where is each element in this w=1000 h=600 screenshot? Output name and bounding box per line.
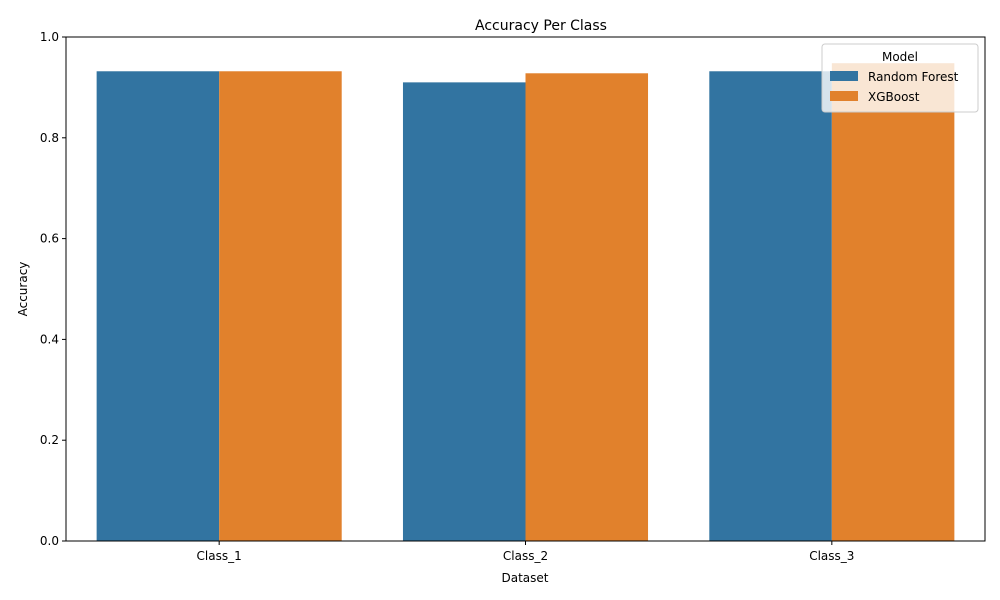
bar-xgboost-class-1	[219, 71, 342, 541]
bar-random-forest-class-1	[96, 71, 220, 541]
y-axis: 0.0 0.2 0.4 0.6 0.8 1.0	[40, 30, 66, 548]
y-tick-label: 1.0	[40, 30, 59, 44]
bar-random-forest-class-2	[402, 82, 526, 542]
bar-xgboost-class-3	[831, 63, 955, 541]
y-tick-label: 0.8	[40, 131, 59, 145]
y-axis-label: Accuracy	[16, 262, 30, 317]
y-tick-label: 0.4	[40, 332, 59, 346]
bar-random-forest-class-3	[709, 71, 832, 541]
x-tick-label: Class_3	[809, 549, 854, 563]
legend: Model Random Forest XGBoost	[821, 43, 979, 113]
x-axis-label: Dataset	[502, 571, 549, 585]
legend-swatch	[830, 91, 858, 101]
legend-box	[821, 43, 979, 113]
x-tick-label: Class_2	[503, 549, 548, 563]
legend-title: Model	[882, 50, 918, 64]
y-tick-label: 0.0	[40, 534, 59, 548]
chart-title: Accuracy Per Class	[475, 18, 607, 34]
y-tick-label: 0.2	[40, 433, 59, 447]
x-tick-label: Class_1	[197, 549, 242, 563]
legend-label: Random Forest	[868, 70, 959, 84]
legend-label: XGBoost	[868, 90, 920, 104]
bars-group	[96, 63, 955, 542]
bar-xgboost-class-2	[525, 73, 649, 542]
x-axis: Class_1 Class_2 Class_3	[197, 541, 854, 563]
y-tick-label: 0.6	[40, 232, 59, 246]
plot-frame	[65, 36, 986, 542]
legend-swatch	[830, 71, 858, 81]
